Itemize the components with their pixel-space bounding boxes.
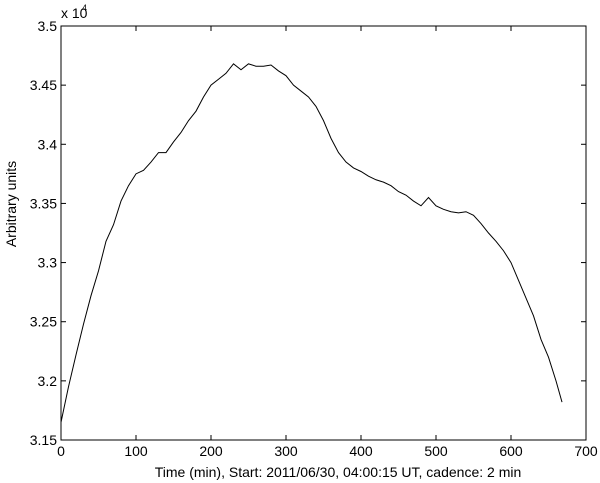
x-tick-label: 300 bbox=[274, 443, 298, 459]
y-tick-label: 3.2 bbox=[38, 373, 58, 389]
y-tick-label: 3.5 bbox=[38, 18, 58, 34]
x-tick-label: 600 bbox=[499, 443, 523, 459]
series-line bbox=[60, 63, 563, 423]
y-axis-title: Arbitrary units bbox=[3, 161, 19, 247]
axis-ticks bbox=[60, 25, 587, 441]
y-multiplier-text: x 10 bbox=[61, 5, 88, 21]
y-tick-label: 3.15 bbox=[30, 432, 57, 448]
y-tick-label: 3.25 bbox=[30, 314, 57, 330]
y-tick-label: 3.3 bbox=[38, 255, 58, 271]
x-tick-label: 700 bbox=[574, 443, 598, 459]
y-multiplier-exponent: 4 bbox=[82, 3, 87, 13]
y-tick-label: 3.4 bbox=[38, 136, 58, 152]
axis-tick-labels: 0 100 200 300 400 500 600 700 3.15 3.2 3.25 3.3 3.35… bbox=[30, 18, 598, 459]
x-tick-label: 0 bbox=[57, 443, 65, 459]
x-tick-label: 500 bbox=[424, 443, 448, 459]
x-axis-title: Time (min), Start: 2011/06/30, 04:00:15 … bbox=[155, 464, 522, 480]
x-tick-label: 200 bbox=[199, 443, 223, 459]
y-tick-label: 3.45 bbox=[30, 77, 57, 93]
y-tick-label: 3.35 bbox=[30, 195, 57, 211]
x-tick-label: 100 bbox=[124, 443, 148, 459]
plot-area bbox=[60, 25, 587, 441]
y-multiplier: x 10 4 bbox=[61, 3, 88, 21]
x-tick-label: 400 bbox=[349, 443, 373, 459]
